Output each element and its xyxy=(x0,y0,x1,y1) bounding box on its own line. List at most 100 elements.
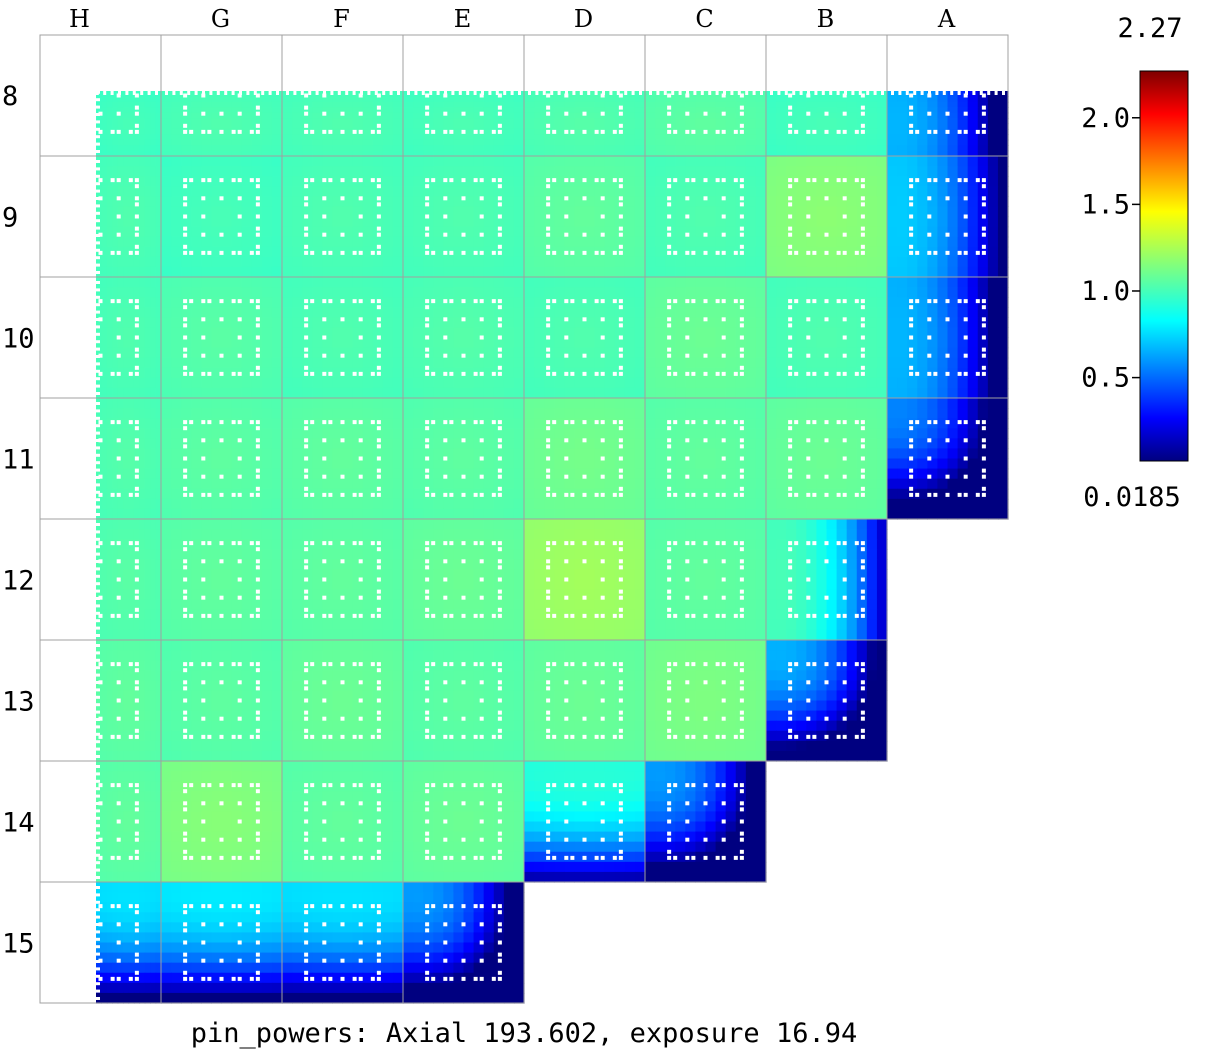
pin-tile xyxy=(937,387,949,399)
pin-tile xyxy=(957,226,969,238)
pin-hole xyxy=(927,178,932,183)
pin-tile xyxy=(584,176,596,187)
pin-tile xyxy=(624,317,636,329)
pin-hole xyxy=(981,305,986,310)
pin-tile xyxy=(312,347,323,359)
pin-tile xyxy=(362,118,374,125)
pin-hole xyxy=(564,214,569,219)
pin-tile xyxy=(524,387,535,399)
pin-hole xyxy=(352,492,357,497)
pin-tile xyxy=(139,337,146,349)
pin-tile xyxy=(574,226,586,238)
pin-tile xyxy=(534,91,545,98)
pin-tile xyxy=(897,216,908,228)
pin-tile xyxy=(816,277,828,288)
pin-hole xyxy=(663,91,667,95)
pin-tile xyxy=(123,256,130,268)
pin-tile xyxy=(836,307,848,318)
pin-tile xyxy=(887,357,898,369)
pin-tile xyxy=(171,428,182,439)
pin-tile xyxy=(453,357,465,369)
pin-tile xyxy=(624,256,636,268)
pin-tile xyxy=(544,307,555,318)
pin-tile xyxy=(957,112,969,119)
pin-tile xyxy=(433,337,444,349)
pin-tile xyxy=(655,96,666,103)
pin-tile xyxy=(826,367,838,379)
assembly-cell xyxy=(161,277,283,399)
pin-tile xyxy=(271,337,283,349)
pin-tile xyxy=(101,107,108,114)
pin-tile xyxy=(887,226,898,238)
pin-tile xyxy=(634,118,646,125)
pin-tile xyxy=(624,150,636,157)
pin-tile xyxy=(655,118,666,125)
pin-tile xyxy=(112,428,119,439)
pin-hole xyxy=(546,305,551,310)
pin-tile xyxy=(766,377,777,389)
pin-tile xyxy=(128,226,135,238)
pin-tile xyxy=(292,448,303,460)
pin-tile xyxy=(594,337,606,349)
pin-tile xyxy=(826,357,838,369)
pin-tile xyxy=(231,166,243,177)
pin-tile xyxy=(503,96,515,103)
pin-tile xyxy=(181,156,192,167)
pin-hole xyxy=(376,438,381,443)
pin-tile xyxy=(816,107,828,114)
pin-tile xyxy=(139,317,146,329)
pin-tile xyxy=(554,128,565,135)
pin-tile xyxy=(292,387,303,399)
pin-tile xyxy=(150,112,157,119)
pin-tile xyxy=(483,307,495,318)
pin-tile xyxy=(403,123,414,130)
pin-tile xyxy=(947,166,959,177)
pin-hole xyxy=(96,377,100,381)
pin-tile xyxy=(128,107,135,114)
pin-tile xyxy=(715,118,727,125)
pin-tile xyxy=(342,139,354,146)
pin-tile xyxy=(312,327,323,339)
pin-tile xyxy=(282,107,293,114)
pin-tile xyxy=(453,128,465,135)
pin-tile xyxy=(473,166,485,177)
pin-hole xyxy=(134,184,139,189)
pin-tile xyxy=(705,387,717,399)
pin-tile xyxy=(403,256,414,268)
pin-tile xyxy=(352,166,364,177)
pin-hole xyxy=(535,91,539,95)
pin-tile xyxy=(433,96,444,103)
pin-tile xyxy=(473,206,485,218)
pin-hole xyxy=(255,468,260,473)
pin-tile xyxy=(112,347,119,359)
pin-tile xyxy=(231,277,243,288)
pin-tile xyxy=(584,236,596,248)
pin-tile xyxy=(876,96,888,103)
pin-hole xyxy=(255,371,260,376)
pin-tile xyxy=(101,145,108,152)
pin-hole xyxy=(310,492,315,497)
pin-hole xyxy=(957,299,962,304)
pin-tile xyxy=(292,478,303,490)
pin-tile xyxy=(362,128,374,135)
pin-tile xyxy=(534,246,545,258)
pin-tile xyxy=(155,347,162,359)
pin-tile xyxy=(655,156,666,167)
pin-hole xyxy=(497,202,502,207)
pin-tile xyxy=(443,287,455,298)
pin-tile xyxy=(776,96,787,103)
pin-tile xyxy=(503,337,515,349)
pin-hole xyxy=(673,299,678,304)
pin-tile xyxy=(957,107,969,114)
pin-tile xyxy=(150,468,157,480)
pin-tile xyxy=(715,156,727,167)
pin-tile xyxy=(725,118,737,125)
pin-hole xyxy=(612,178,617,183)
pin-tile xyxy=(584,367,596,379)
pin-tile xyxy=(604,150,616,157)
pin-hole xyxy=(618,232,623,237)
pin-tile xyxy=(897,387,908,399)
pin-tile xyxy=(957,196,969,208)
pin-hole xyxy=(116,474,121,479)
pin-tile xyxy=(866,206,878,218)
